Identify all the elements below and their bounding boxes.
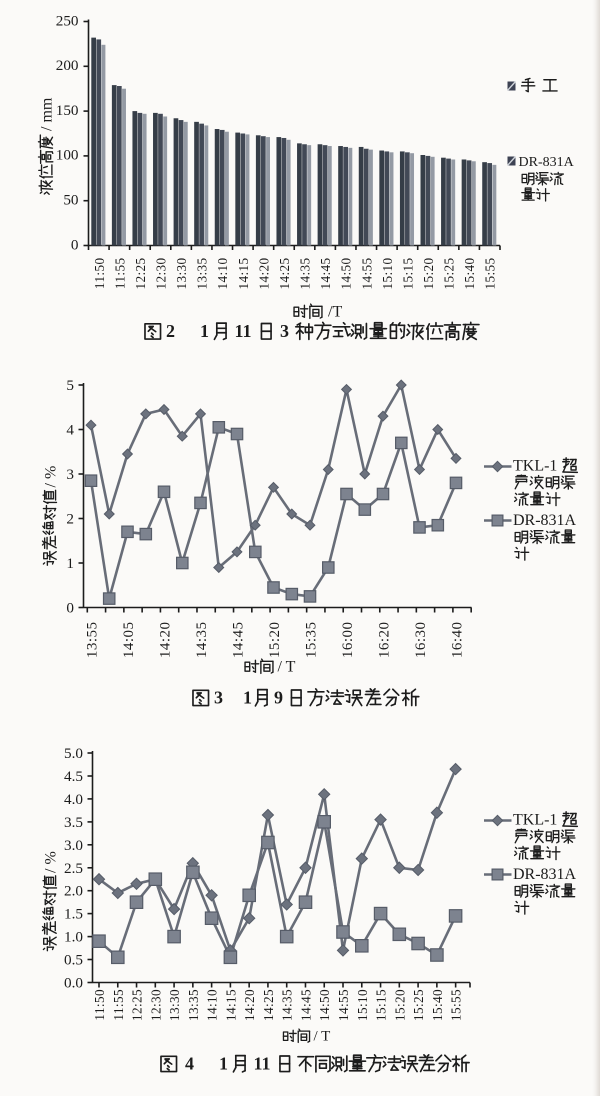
svg-text:4.5: 4.5 (64, 768, 83, 785)
svg-text:15:15: 15:15 (374, 989, 389, 1021)
svg-text:15:25: 15:25 (442, 258, 457, 290)
svg-text:15:15: 15:15 (400, 258, 415, 290)
svg-text:14:10: 14:10 (215, 258, 230, 290)
svg-text:16:00: 16:00 (340, 622, 356, 659)
svg-text:TKL-1: TKL-1 (513, 458, 557, 475)
svg-text:12:30: 12:30 (154, 258, 169, 290)
svg-text:11: 11 (235, 321, 252, 341)
svg-text:DR-831A: DR-831A (513, 866, 577, 883)
svg-text:14:55: 14:55 (359, 258, 374, 290)
svg-text:15:20: 15:20 (392, 989, 407, 1021)
svg-text:1.0: 1.0 (64, 929, 83, 946)
svg-text:3: 3 (66, 466, 74, 483)
svg-text:14:20: 14:20 (158, 622, 174, 659)
svg-text:14:25: 14:25 (261, 989, 276, 1021)
svg-text:13:30: 13:30 (174, 258, 189, 290)
svg-text:250: 250 (56, 12, 79, 29)
svg-text:/ mm: / mm (39, 97, 56, 131)
svg-text:13:55: 13:55 (85, 622, 101, 659)
svg-text:0.0: 0.0 (64, 975, 83, 992)
svg-text:13:35: 13:35 (186, 989, 201, 1021)
svg-text:2.0: 2.0 (64, 883, 83, 900)
svg-text:/ %: / % (43, 466, 60, 488)
svg-text:14:15: 14:15 (223, 989, 238, 1021)
svg-text:12:30: 12:30 (148, 989, 163, 1021)
svg-text:14:35: 14:35 (194, 622, 210, 659)
svg-text:/ T: / T (314, 1029, 331, 1045)
svg-text:14:25: 14:25 (277, 258, 292, 290)
svg-text:3.0: 3.0 (64, 837, 83, 854)
svg-text:0: 0 (66, 600, 74, 617)
svg-text:15:55: 15:55 (483, 258, 498, 290)
svg-text:13:30: 13:30 (167, 989, 182, 1021)
svg-text:1: 1 (66, 555, 74, 572)
svg-text:/ %: / % (43, 851, 60, 873)
svg-text:50: 50 (63, 192, 79, 209)
svg-text:5.0: 5.0 (64, 745, 83, 762)
svg-text:150: 150 (56, 102, 79, 119)
svg-text:4: 4 (66, 422, 74, 439)
svg-text:200: 200 (56, 57, 79, 74)
svg-text:14:50: 14:50 (317, 989, 332, 1021)
svg-text:14:55: 14:55 (336, 989, 351, 1021)
svg-text:14:20: 14:20 (242, 989, 257, 1021)
svg-text:14:10: 14:10 (205, 989, 220, 1021)
svg-text:/T: /T (328, 304, 342, 321)
svg-text:14:35: 14:35 (280, 989, 295, 1021)
svg-text:14:45: 14:45 (298, 989, 313, 1021)
svg-text:11: 11 (254, 1054, 271, 1074)
svg-text:13:35: 13:35 (195, 258, 210, 290)
svg-text:1.5: 1.5 (64, 906, 83, 923)
svg-text:15:55: 15:55 (449, 989, 464, 1021)
svg-text:15:25: 15:25 (411, 989, 426, 1021)
svg-text:4.0: 4.0 (64, 791, 83, 808)
svg-text:2.5: 2.5 (64, 860, 83, 877)
svg-text:15:35: 15:35 (304, 622, 320, 659)
svg-text:11:50: 11:50 (92, 989, 107, 1021)
svg-text:3.5: 3.5 (64, 814, 83, 831)
svg-text:DR-831A: DR-831A (513, 512, 577, 529)
svg-text:5: 5 (66, 377, 74, 394)
svg-text:15:40: 15:40 (462, 258, 477, 290)
svg-text:12:25: 12:25 (130, 989, 145, 1021)
svg-text:12:25: 12:25 (133, 258, 148, 290)
svg-text:14:50: 14:50 (339, 258, 354, 290)
svg-text:100: 100 (56, 147, 79, 164)
svg-text:/ T: / T (278, 659, 296, 676)
svg-text:16:40: 16:40 (450, 622, 466, 659)
svg-text:15:10: 15:10 (380, 258, 395, 290)
svg-text:15:10: 15:10 (355, 989, 370, 1021)
svg-text:1: 1 (243, 688, 252, 708)
svg-text:14:35: 14:35 (298, 258, 313, 290)
svg-text:15:40: 15:40 (430, 989, 445, 1021)
svg-text:11:55: 11:55 (112, 258, 127, 290)
svg-text:14:45: 14:45 (231, 622, 247, 659)
svg-text:1: 1 (219, 1054, 228, 1074)
svg-text:DR-831A: DR-831A (519, 155, 575, 170)
svg-text:TKL-1: TKL-1 (513, 812, 557, 829)
svg-text:3: 3 (280, 321, 289, 341)
svg-text:1: 1 (200, 321, 209, 341)
svg-text:0: 0 (71, 236, 79, 253)
svg-text:14:05: 14:05 (121, 622, 137, 659)
svg-text:11:50: 11:50 (92, 258, 107, 290)
svg-text:16:30: 16:30 (413, 622, 429, 659)
svg-text:14:20: 14:20 (256, 258, 271, 290)
svg-text:14:15: 14:15 (236, 258, 251, 290)
svg-text:14:45: 14:45 (318, 258, 333, 290)
svg-text:3: 3 (214, 688, 223, 708)
svg-text:0.5: 0.5 (64, 952, 83, 969)
svg-text:11:55: 11:55 (111, 989, 126, 1021)
svg-text:15:20: 15:20 (267, 622, 283, 659)
svg-text:9: 9 (274, 688, 283, 708)
svg-text:16:20: 16:20 (377, 622, 393, 659)
svg-text:2: 2 (166, 321, 175, 341)
svg-text:15:20: 15:20 (421, 258, 436, 290)
svg-text:4: 4 (185, 1054, 194, 1074)
svg-text:2: 2 (66, 511, 74, 528)
